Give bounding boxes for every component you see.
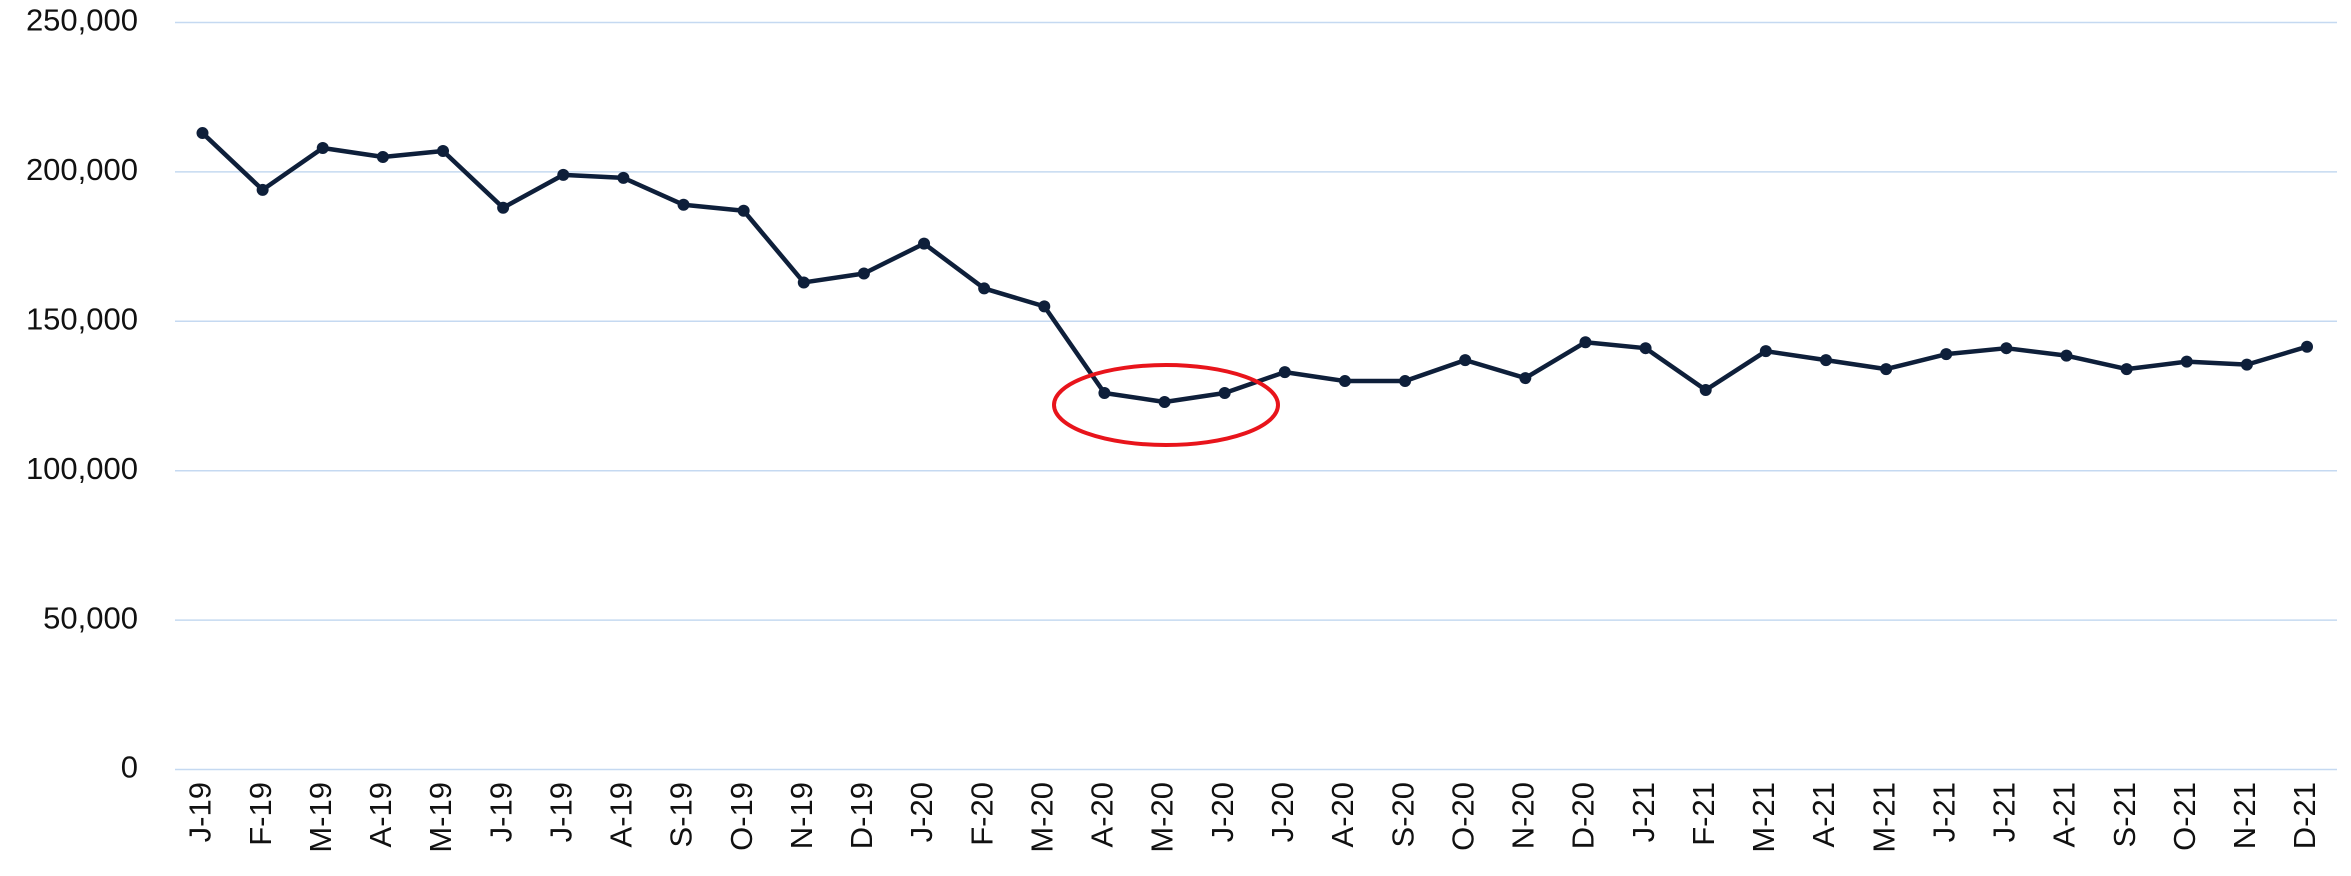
point [2060,349,2073,362]
y-tick-label: 0 [121,750,138,785]
point [1338,375,1351,388]
point [1940,348,1953,361]
x-tick-label: A-19 [363,782,398,847]
x-tick-label: J-19 [183,782,218,842]
y-tick-label: 150,000 [26,301,138,336]
point [2000,342,2013,355]
x-tick-label: O-21 [2167,782,2202,851]
x-tick-label: A-21 [1806,782,1841,847]
y-tick-label: 50,000 [43,600,138,635]
point [1278,366,1291,379]
point [1639,342,1652,355]
y-tick-label: 200,000 [26,152,138,187]
point [677,198,690,211]
point [557,168,570,181]
highlight-ellipse [1052,363,1280,447]
x-tick-label: N-19 [784,782,819,849]
point [1579,336,1592,349]
point [1218,387,1231,400]
x-tick-label: J-20 [1205,782,1240,842]
x-tick-label: D-20 [1566,782,1601,849]
point [617,171,630,184]
x-tick-label: O-19 [724,782,759,851]
x-tick-label: F-19 [243,782,278,846]
x-tick-label: M-20 [1145,782,1180,853]
y-tick-label: 100,000 [26,451,138,486]
x-tick-label: J-20 [904,782,939,842]
point [2180,355,2193,368]
point [196,127,209,140]
x-tick-label: M-21 [1746,782,1781,853]
x-tick-label: M-19 [423,782,458,853]
point [1519,372,1532,385]
point [1880,363,1893,376]
point [256,183,269,196]
x-tick-label: S-21 [2107,782,2142,847]
x-tick-label: O-20 [1445,782,1480,851]
point [1819,354,1832,367]
x-tick-label: S-20 [1385,782,1420,847]
x-tick-label: A-19 [604,782,639,847]
x-tick-label: J-21 [1926,782,1961,842]
x-tick-label: N-20 [1506,782,1541,849]
x-tick-label: S-19 [664,782,699,847]
x-tick-label: M-20 [1024,782,1059,853]
point [1399,375,1412,388]
point [497,201,510,214]
point [1038,300,1051,313]
point [1699,384,1712,397]
line [200,131,2308,405]
x-tick-label: J-19 [483,782,518,842]
point [1459,354,1472,367]
x-tick-label: J-21 [1987,782,2022,842]
x-tick-label: M-21 [1866,782,1901,853]
x-tick-label: A-21 [2047,782,2082,847]
x-tick-label: F-21 [1686,782,1721,846]
point [2240,358,2253,371]
point [918,237,931,250]
point [978,282,991,295]
x-tick-label: A-20 [1325,782,1360,847]
x-tick-label: J-20 [1265,782,1300,842]
x-tick-label: J-19 [543,782,578,842]
y-tick-label: 250,000 [26,3,138,38]
point [437,144,450,157]
point [1759,345,1772,358]
point [797,276,810,289]
point [857,267,870,280]
point [376,150,389,163]
x-tick-label: D-21 [2287,782,2322,849]
x-tick-label: M-19 [303,782,338,853]
x-tick-label: D-19 [844,782,879,849]
x-tick-label: N-21 [2227,782,2262,849]
x-tick-label: J-21 [1626,782,1661,842]
point [2301,340,2313,353]
point [1098,387,1111,400]
point [737,204,750,217]
point [316,141,329,154]
x-tick-label: A-20 [1085,782,1120,847]
x-tick-label: F-20 [964,782,999,846]
point [1158,395,1171,408]
point [2120,363,2133,376]
